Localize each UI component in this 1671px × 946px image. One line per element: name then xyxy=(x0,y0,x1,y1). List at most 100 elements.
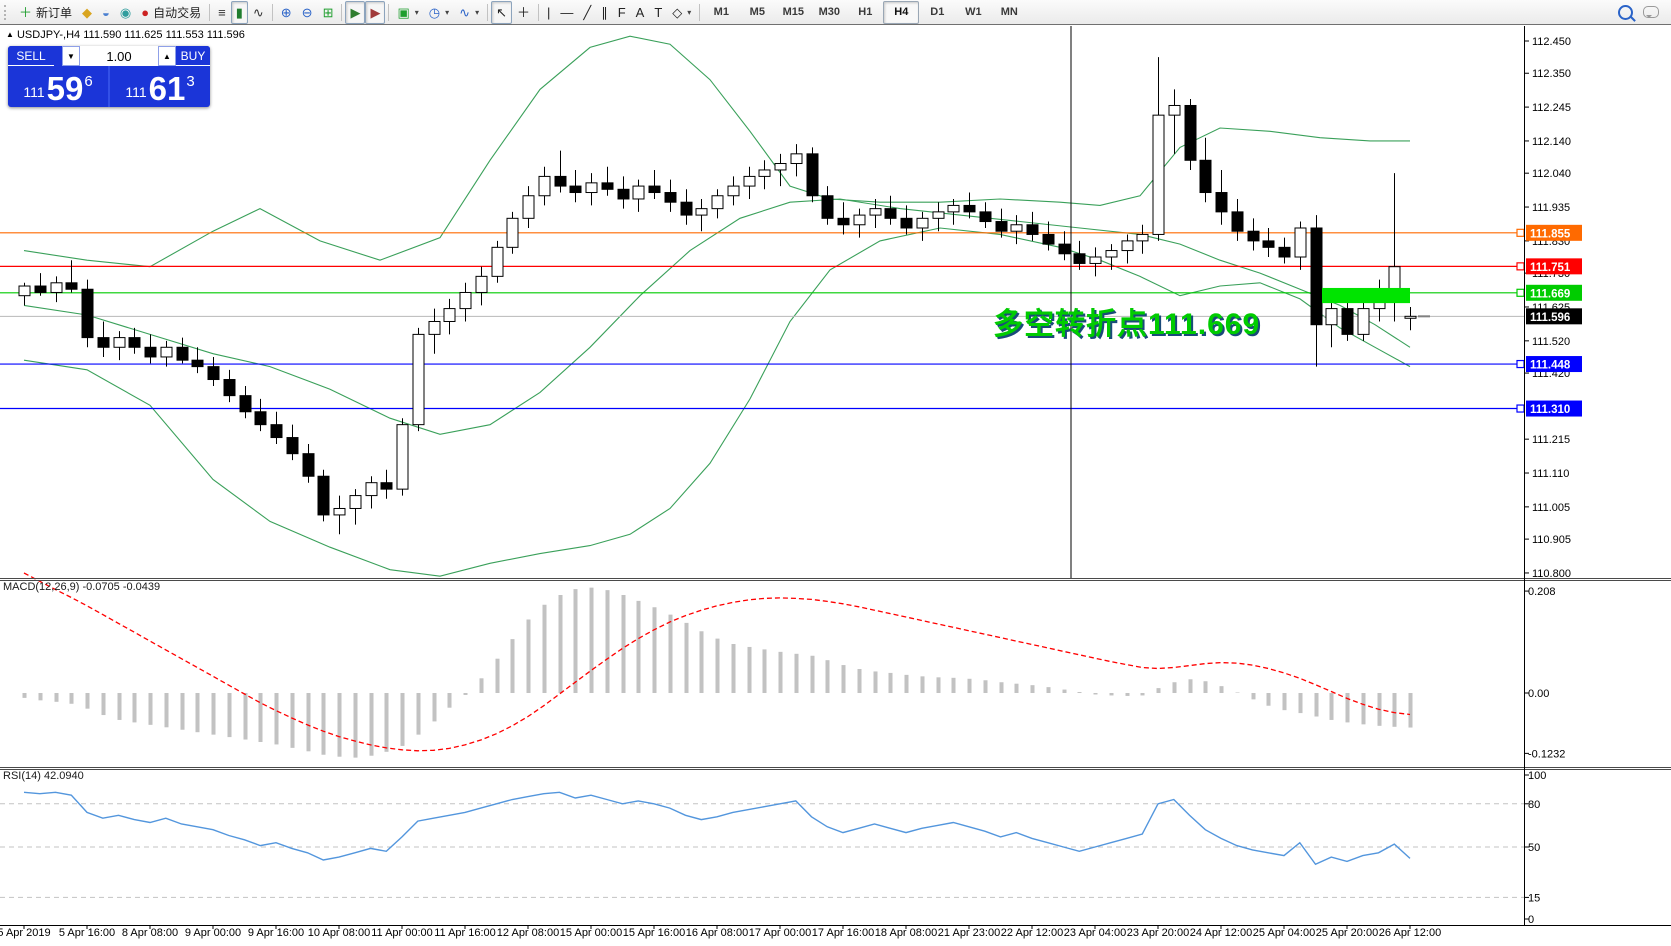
level-marker[interactable] xyxy=(1516,228,1525,237)
quotes-window-button[interactable]: ◆ xyxy=(77,1,97,24)
market-watch-button[interactable]: ◉ xyxy=(115,1,136,24)
fibonacci-tool-button[interactable]: F xyxy=(613,1,631,24)
cursor-tool-button[interactable]: ↖ xyxy=(491,0,512,24)
text-tool-button[interactable]: A xyxy=(631,1,650,24)
channel-tool-button[interactable]: ∥ xyxy=(596,1,613,24)
dropdown-arrow-icon[interactable]: ▾ xyxy=(475,7,480,17)
rsi-tick-label: 0 xyxy=(1528,914,1534,926)
price-badge xyxy=(1526,284,1582,301)
timeframe-m1-button[interactable]: M1 xyxy=(713,6,729,18)
volume-increase-button[interactable]: ▲ xyxy=(158,46,176,66)
bollinger-band xyxy=(23,227,1411,577)
date-tick-label: 15 Apr 16:00 xyxy=(623,927,685,939)
timeframe-m30-button[interactable]: M30 xyxy=(818,6,841,18)
sell-price-pip: 6 xyxy=(84,73,93,90)
timeframe-h1-button[interactable]: H1 xyxy=(858,6,873,18)
autotrade-button[interactable]: ● 自动交易 xyxy=(136,1,206,24)
price-badge xyxy=(1526,224,1582,241)
collapse-arrow-icon[interactable]: ▲ xyxy=(6,30,14,39)
level-marker[interactable] xyxy=(1516,288,1525,297)
buy-price[interactable]: 111 61 3 xyxy=(110,66,210,107)
new-order-icon: ＋ xyxy=(19,4,33,20)
zoom-in-button[interactable]: ⊕ xyxy=(276,1,297,24)
sell-price-handle: 111 xyxy=(23,84,45,100)
dropdown-arrow-icon[interactable]: ▾ xyxy=(445,7,450,17)
dropdown-arrow-icon[interactable]: ▾ xyxy=(687,7,692,17)
volume-decrease-button[interactable]: ▼ xyxy=(62,46,80,66)
sell-button[interactable]: SELL xyxy=(8,46,54,66)
auto-scroll-icon: ▶ xyxy=(350,4,361,20)
toolbar-separator xyxy=(271,3,273,21)
profile-button[interactable]: ◒ xyxy=(97,1,115,24)
search-icon[interactable] xyxy=(1618,4,1633,20)
level-marker[interactable] xyxy=(1516,262,1525,271)
price-badge xyxy=(1526,258,1582,275)
chat-icon[interactable] xyxy=(1643,6,1659,18)
macd-tick-label: 0.00 xyxy=(1528,688,1549,700)
price-tick-label: 112.040 xyxy=(1532,168,1571,180)
date-tick-label: 25 Apr 04:00 xyxy=(1253,927,1315,939)
level-marker[interactable] xyxy=(1516,404,1525,413)
zoom-in-icon: ⊕ xyxy=(280,4,292,20)
date-tick-label: 22 Apr 12:00 xyxy=(1001,927,1063,939)
crosshair-tool-button[interactable]: ＋ xyxy=(512,1,535,24)
quotes-window-icon: ◆ xyxy=(82,4,93,20)
turning-point-annotation[interactable]: 多空转折点111.669 xyxy=(993,308,1261,341)
buy-button[interactable]: BUY xyxy=(176,46,210,66)
line-chart-button[interactable]: ∿ xyxy=(248,1,269,24)
rsi-pane[interactable]: 100 80 50 15 0 xyxy=(0,770,1546,926)
date-tick-label: 12 Apr 08:00 xyxy=(497,927,559,939)
volume-input[interactable] xyxy=(80,46,158,66)
date-tick-label: 9 Apr 00:00 xyxy=(185,927,241,939)
channel-icon: ∥ xyxy=(601,4,608,20)
candlestick-chart-button[interactable]: ▮ xyxy=(230,0,248,24)
price-badge-label: 111.751 xyxy=(1530,262,1571,274)
date-axis[interactable]: 5 Apr 2019 5 Apr 16:00 8 Apr 08:00 9 Apr 00… xyxy=(0,925,1441,939)
sell-price[interactable]: 111 59 6 xyxy=(8,66,110,107)
price-tick-label: 110.800 xyxy=(1532,568,1571,580)
indicators-button[interactable]: ∿ ▾ xyxy=(454,1,484,24)
timeframe-h4-button[interactable]: H4 xyxy=(883,0,920,24)
candlestick-chart-icon: ▮ xyxy=(235,4,243,20)
price-badge-label: 111.310 xyxy=(1530,404,1570,416)
tile-windows-button[interactable]: ⊞ xyxy=(318,1,339,24)
main-pane[interactable] xyxy=(0,26,1524,578)
new-order-button-label: 新订单 xyxy=(36,5,73,20)
hline-tool-button[interactable]: — xyxy=(555,1,578,24)
chart-shift-button[interactable]: ▶ xyxy=(365,0,386,24)
vline-tool-button[interactable]: | xyxy=(542,1,555,24)
date-tick-label: 10 Apr 08:00 xyxy=(308,927,370,939)
rsi-line xyxy=(23,791,1411,866)
price-tick-label: 110.905 xyxy=(1532,534,1571,546)
panel-spacer xyxy=(54,46,62,66)
buy-price-pip: 3 xyxy=(186,73,195,90)
price-badge xyxy=(1526,308,1582,325)
macd-indicator-label: MACD(12,26,9) -0.0705 -0.0439 xyxy=(3,581,161,593)
timeframe-d1-button[interactable]: D1 xyxy=(930,6,945,18)
turning-point-zone-box[interactable] xyxy=(1322,287,1410,304)
timeframe-mn-button[interactable]: MN xyxy=(1000,6,1018,18)
templates-button[interactable]: ▣ ▾ xyxy=(392,1,423,24)
timeframe-w1-button[interactable]: W1 xyxy=(965,6,982,18)
zoom-out-button[interactable]: ⊖ xyxy=(297,1,318,24)
label-icon: T xyxy=(654,4,663,20)
toolbar-separator xyxy=(209,3,211,21)
chart-shift-icon: ▶ xyxy=(370,4,381,20)
chart-canvas[interactable]: 0.208 0.00 -0.1232 100 80 50 15 0 112.450 112.350… xyxy=(0,24,1671,946)
shapes-tool-button[interactable]: ◇ ▾ xyxy=(667,1,696,24)
dropdown-arrow-icon[interactable]: ▾ xyxy=(414,7,419,17)
date-tick-label: 23 Apr 20:00 xyxy=(1127,927,1189,939)
periods-button[interactable]: ◷ ▾ xyxy=(424,1,454,24)
bar-chart-button[interactable]: ≡ xyxy=(213,1,231,24)
level-marker[interactable] xyxy=(1516,359,1525,369)
macd-pane[interactable]: 0.208 0.00 -0.1232 xyxy=(22,572,1565,760)
timeframe-m5-button[interactable]: M5 xyxy=(749,6,765,18)
new-order-button[interactable]: ＋新订单 xyxy=(14,1,77,24)
price-axis[interactable]: 112.450 112.350 112.245 112.140 112.040 111.9… xyxy=(1516,36,1582,580)
label-tool-button[interactable]: T xyxy=(649,1,667,24)
date-tick-label: 9 Apr 16:00 xyxy=(248,927,304,939)
timeframe-m15-button[interactable]: M15 xyxy=(782,6,805,18)
auto-scroll-button[interactable]: ▶ xyxy=(345,0,366,24)
trendline-tool-button[interactable]: ╱ xyxy=(578,1,596,24)
